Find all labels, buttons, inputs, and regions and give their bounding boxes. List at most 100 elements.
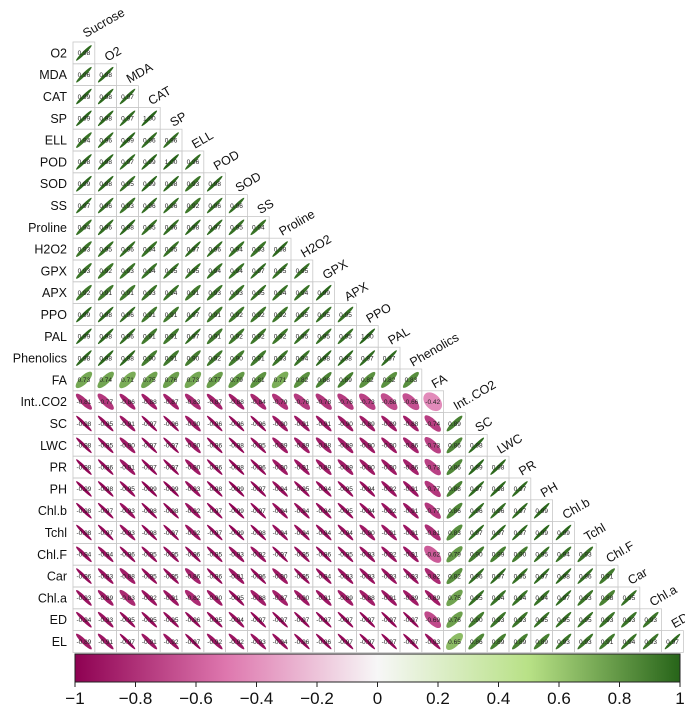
- value-22-2: -0.93: [120, 530, 135, 537]
- ellipse-22-22: [555, 524, 572, 541]
- value-27-22: 0.93: [557, 639, 570, 646]
- row-label-Phenolics: Phenolics: [13, 352, 67, 366]
- value-5-2: 0.97: [121, 159, 134, 166]
- ellipse-20-9: [272, 481, 288, 497]
- ellipse-22-1: [97, 524, 114, 541]
- value-16-10: -0.76: [294, 399, 309, 406]
- value-16-12: -0.76: [338, 399, 353, 406]
- value-18-0: -0.98: [76, 443, 91, 450]
- ellipse-22-0: [76, 524, 92, 541]
- ellipse-26-5: [185, 611, 201, 628]
- value-20-17: 0.88: [448, 486, 461, 493]
- value-4-0: 0.94: [78, 137, 91, 144]
- ellipse-21-3: [141, 502, 158, 519]
- ellipse-27-4: [163, 633, 179, 650]
- row-label-SS: SS: [50, 199, 67, 213]
- value-20-1: -0.98: [98, 486, 113, 493]
- value-27-18: 0.86: [470, 639, 483, 646]
- ellipse-22-13: [359, 524, 376, 541]
- ellipse-27-26: [642, 633, 659, 650]
- value-20-5: -0.93: [185, 486, 200, 493]
- colorbar-gradient: [74, 653, 681, 683]
- ellipse-18-8: [250, 437, 267, 454]
- ellipse-26-9: [272, 611, 288, 628]
- ellipse-27-9: [272, 633, 288, 650]
- ellipse-17-14: [381, 415, 397, 432]
- ellipse-24-13: [359, 568, 376, 584]
- value-11-0: 0.92: [78, 290, 91, 297]
- ellipse-16-3: [141, 393, 158, 410]
- ellipse-4-1: [97, 132, 114, 148]
- value-22-7: -0.99: [229, 530, 244, 537]
- value-14-8: 0.91: [252, 355, 265, 362]
- ellipse-7-6: [206, 197, 223, 214]
- value-16-1: -0.77: [98, 399, 113, 406]
- ellipse-21-16: [424, 502, 441, 519]
- value-23-13: -0.93: [360, 552, 375, 559]
- ellipse-25-19: [490, 590, 506, 606]
- ellipse-21-4: [163, 502, 179, 519]
- value-14-1: 0.98: [99, 355, 112, 362]
- ellipse-20-18: [468, 481, 485, 497]
- ellipse-9-7: [228, 241, 245, 257]
- ellipse-24-11: [315, 568, 332, 584]
- col-label-O2: O2: [102, 44, 123, 64]
- value-15-11: 0.88: [317, 377, 330, 384]
- ellipse-19-14: [381, 459, 397, 475]
- colorbar-tick-label: 0.2: [426, 689, 450, 708]
- ellipse-1-0: [76, 66, 92, 83]
- value-19-4: -0.97: [164, 464, 179, 471]
- ellipse-0-0: [76, 45, 92, 61]
- value-5-4: 1.00: [165, 159, 178, 166]
- value-23-0: -0.94: [76, 552, 91, 559]
- colorbar-ticks: −1 −0.8 −0.6 −0.4 −0.2 0 0.2 0.4 0.6 0.8 1: [65, 682, 685, 708]
- value-15-9: 0.71: [274, 377, 287, 384]
- ellipse-25-13: [359, 589, 376, 606]
- value-24-4: -0.95: [164, 573, 179, 580]
- value-19-17: 0.86: [448, 464, 461, 471]
- value-26-16: -0.69: [425, 617, 440, 624]
- ellipse-26-22: [555, 611, 572, 628]
- ellipse-18-3: [141, 437, 158, 454]
- row-label-H2O2: H2O2: [34, 243, 67, 257]
- value-13-5: 0.97: [187, 334, 200, 341]
- ellipse-22-20: [512, 524, 528, 541]
- value-25-23: 0.93: [579, 595, 592, 602]
- ellipse-12-12: [337, 306, 354, 323]
- ellipse-24-3: [141, 568, 158, 584]
- row-label-SP: SP: [50, 112, 67, 126]
- value-26-14: -0.97: [382, 617, 397, 624]
- ellipse-26-3: [141, 611, 158, 628]
- value-27-10: -0.96: [294, 639, 309, 646]
- colorbar-tick-label: 0.6: [547, 689, 571, 708]
- value-13-0: 0.99: [78, 334, 91, 341]
- value-24-13: -0.93: [360, 573, 375, 580]
- value-21-5: -0.92: [185, 508, 200, 515]
- ellipse-23-0: [76, 546, 92, 563]
- ellipse-21-14: [381, 502, 397, 519]
- ellipse-8-6: [206, 219, 223, 236]
- value-16-15: -0.66: [403, 399, 418, 406]
- ellipse-23-13: [359, 546, 376, 563]
- ellipse-24-14: [381, 568, 397, 584]
- ellipse-1-1: [97, 66, 114, 83]
- value-25-1: -0.89: [98, 595, 113, 602]
- value-25-19: 0.94: [492, 595, 505, 602]
- value-14-12: 0.98: [339, 355, 352, 362]
- row-label-POD: POD: [40, 155, 67, 169]
- value-27-7: -0.92: [229, 639, 244, 646]
- ellipse-23-21: [533, 546, 550, 563]
- value-17-17: 0.89: [448, 421, 461, 428]
- value-23-20: 0.90: [514, 552, 527, 559]
- ellipse-27-6: [206, 633, 223, 650]
- ellipse-20-7: [228, 481, 245, 497]
- ellipse-11-5: [185, 284, 201, 301]
- ellipse-7-3: [141, 197, 158, 214]
- value-21-12: -0.95: [338, 508, 353, 515]
- ellipse-20-20: [512, 481, 528, 497]
- ellipse-25-9: [272, 589, 289, 606]
- ellipse-24-16: [424, 568, 441, 585]
- value-13-1: 0.98: [99, 334, 112, 341]
- value-20-13: -0.94: [360, 486, 375, 493]
- ellipse-25-0: [76, 590, 92, 606]
